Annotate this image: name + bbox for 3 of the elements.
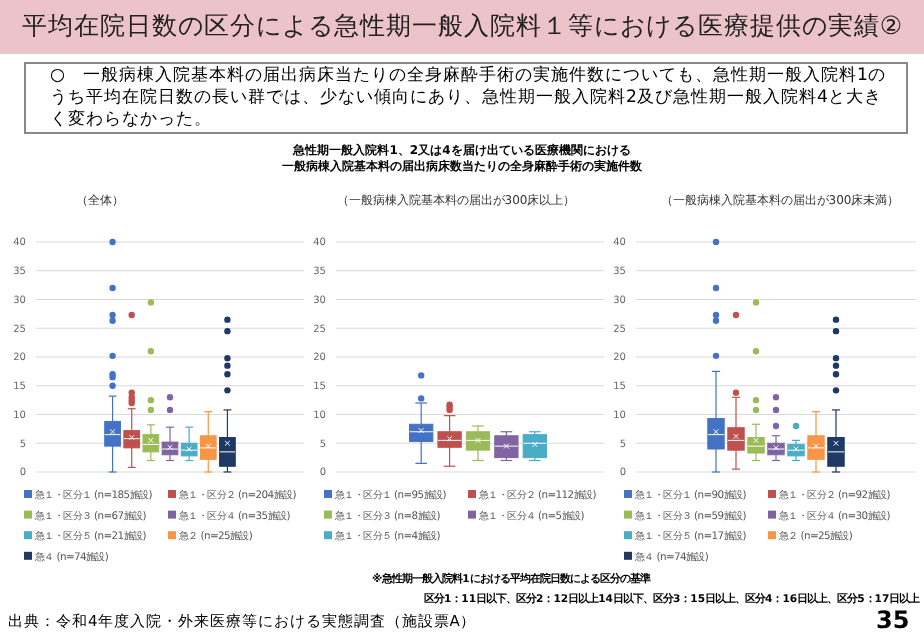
text: 平均在院日数の区分による急性期一般入院料１等における医療提供の実績② bbox=[19, 10, 905, 44]
text: ○ 一般病棟入院基本料の届出病床当たりの全身麻酔手術の実施件数についても、急性期一般入院料1のうち平均在院日数の長い群では、少ない傾向にあり、急性期一般入院料2及び急性期一般入院料4と大きく変わらなかった。 bbox=[24, 62, 908, 134]
text: 35 bbox=[876, 606, 910, 634]
